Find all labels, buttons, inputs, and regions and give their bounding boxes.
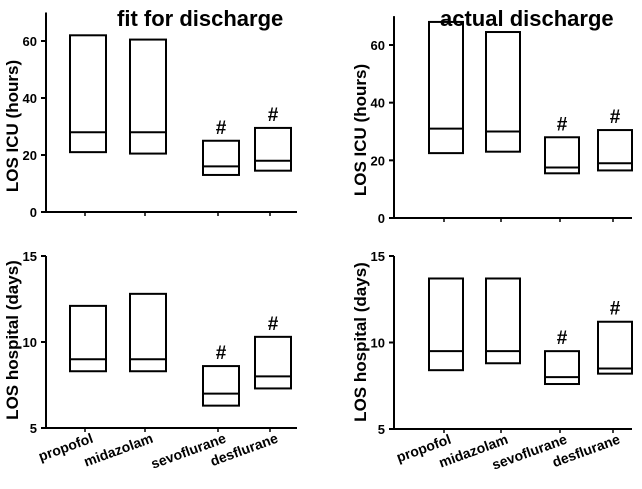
- box-midazolam: [129, 292, 167, 373]
- category-label-midazolam: midazolam: [82, 430, 155, 470]
- box-sevoflurane: [202, 139, 240, 176]
- box-sevoflurane: [544, 350, 580, 386]
- column-title-actual-discharge: actual discharge: [440, 6, 614, 31]
- significance-mark-desflurane: #: [610, 107, 621, 128]
- y-tick-label: 60: [23, 34, 37, 49]
- significance-mark-desflurane: #: [610, 299, 621, 320]
- box-propofol: [428, 277, 464, 372]
- significance-mark-desflurane: #: [268, 105, 279, 126]
- significance-mark-sevoflurane: #: [216, 118, 227, 139]
- y-tick-label: 40: [23, 91, 37, 106]
- significance-mark-desflurane: #: [268, 314, 279, 335]
- y-tick-label: 5: [378, 422, 385, 437]
- y-tick-label: 10: [23, 335, 37, 350]
- y-tick-label: 60: [371, 38, 385, 53]
- y-tick-label: 20: [371, 153, 385, 168]
- box-desflurane: [254, 335, 292, 390]
- significance-mark-sevoflurane: #: [557, 114, 568, 135]
- y-tick-label: 10: [371, 336, 385, 351]
- y-axis-label: LOS hospital (days): [351, 262, 370, 422]
- box-propofol: [428, 20, 464, 155]
- box-sevoflurane: [544, 136, 580, 175]
- box-desflurane: [597, 320, 633, 375]
- box-desflurane: [254, 126, 292, 172]
- y-axis-label: LOS hospital (days): [3, 260, 22, 420]
- column-title-fit-for-discharge: fit for discharge: [117, 6, 284, 31]
- y-tick-label: 15: [371, 249, 385, 264]
- box-desflurane: [597, 129, 633, 172]
- y-tick-label: 20: [23, 148, 37, 163]
- significance-mark-sevoflurane: #: [557, 328, 568, 349]
- box-midazolam: [129, 38, 167, 155]
- y-axis-label: LOS ICU (hours): [3, 60, 22, 192]
- box-propofol: [69, 304, 107, 373]
- box-sevoflurane: [202, 365, 240, 407]
- box-propofol: [69, 34, 107, 154]
- y-tick-label: 15: [23, 249, 37, 264]
- y-tick-label: 0: [30, 205, 37, 220]
- y-tick-label: 40: [371, 96, 385, 111]
- y-tick-label: 0: [378, 211, 385, 226]
- box-midazolam: [485, 31, 521, 153]
- y-axis-label: LOS ICU (hours): [351, 64, 370, 196]
- significance-mark-sevoflurane: #: [216, 343, 227, 364]
- y-tick-label: 5: [30, 421, 37, 436]
- box-midazolam: [485, 277, 521, 365]
